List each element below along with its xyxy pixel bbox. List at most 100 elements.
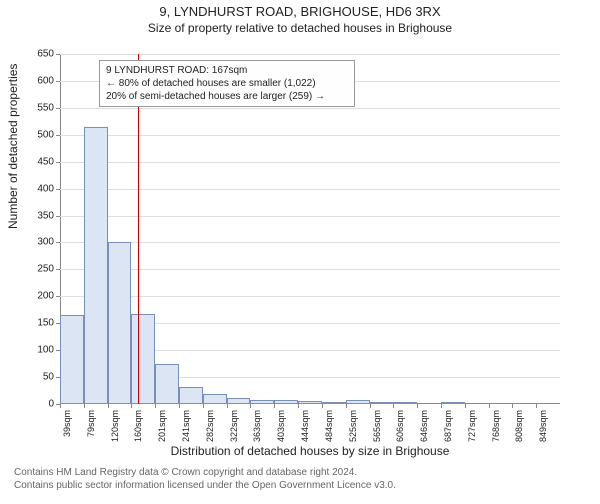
- gridline: [60, 54, 560, 55]
- y-tick-mark: [56, 216, 60, 217]
- info-box: 9 LYNDHURST ROAD: 167sqm← 80% of detache…: [99, 60, 355, 107]
- y-tick-label: 300: [37, 237, 54, 248]
- histogram-bar: [155, 364, 179, 404]
- histogram-bar: [60, 315, 84, 404]
- x-tick-label: 403sqm: [276, 410, 286, 450]
- x-tick-label: 39sqm: [62, 410, 72, 450]
- histogram-bar: [298, 401, 322, 404]
- x-tick-label: 160sqm: [133, 410, 143, 450]
- gridline: [60, 135, 560, 136]
- histogram-bar: [393, 402, 417, 404]
- gridline: [60, 242, 560, 243]
- x-tick-label: 646sqm: [419, 410, 429, 450]
- info-line-3: 20% of semi-detached houses are larger (…: [106, 90, 348, 103]
- y-tick-label: 650: [37, 49, 54, 60]
- x-tick-label: 484sqm: [324, 410, 334, 450]
- gridline: [60, 269, 560, 270]
- y-tick-mark: [56, 81, 60, 82]
- y-tick-label: 200: [37, 291, 54, 302]
- y-tick-label: 50: [43, 372, 54, 383]
- y-tick-label: 550: [37, 102, 54, 113]
- x-tick-mark: [322, 404, 323, 408]
- x-tick-label: 565sqm: [372, 410, 382, 450]
- x-tick-label: 606sqm: [395, 410, 405, 450]
- x-tick-mark: [346, 404, 347, 408]
- x-tick-mark: [60, 404, 61, 408]
- x-tick-label: 808sqm: [514, 410, 524, 450]
- chart-subtitle: Size of property relative to detached ho…: [0, 21, 600, 35]
- x-tick-mark: [298, 404, 299, 408]
- footer-line-2: Contains public sector information licen…: [14, 479, 396, 492]
- y-tick-label: 0: [48, 399, 54, 410]
- y-tick-label: 500: [37, 129, 54, 140]
- x-tick-label: 525sqm: [348, 410, 358, 450]
- x-tick-label: 201sqm: [157, 410, 167, 450]
- y-tick-mark: [56, 162, 60, 163]
- x-tick-label: 282sqm: [205, 410, 215, 450]
- x-tick-mark: [536, 404, 537, 408]
- footer-line-1: Contains HM Land Registry data © Crown c…: [14, 466, 396, 479]
- y-tick-label: 450: [37, 156, 54, 167]
- histogram-bar: [346, 400, 370, 404]
- gridline: [60, 216, 560, 217]
- histogram-bar: [131, 314, 155, 404]
- x-tick-label: 727sqm: [467, 410, 477, 450]
- info-line-1: 9 LYNDHURST ROAD: 167sqm: [106, 64, 348, 77]
- x-tick-mark: [441, 404, 442, 408]
- gridline: [60, 189, 560, 190]
- x-tick-label: 849sqm: [538, 410, 548, 450]
- x-tick-mark: [393, 404, 394, 408]
- y-tick-mark: [56, 296, 60, 297]
- x-tick-mark: [512, 404, 513, 408]
- x-tick-label: 241sqm: [181, 410, 191, 450]
- histogram-bar: [227, 398, 251, 404]
- histogram-bar: [441, 402, 465, 404]
- histogram-bar: [274, 400, 298, 404]
- histogram-bar: [84, 127, 108, 404]
- x-tick-mark: [203, 404, 204, 408]
- x-tick-mark: [417, 404, 418, 408]
- info-line-2: ← 80% of detached houses are smaller (1,…: [106, 77, 348, 90]
- x-tick-mark: [155, 404, 156, 408]
- plot-area: 9 LYNDHURST ROAD: 167sqm← 80% of detache…: [60, 54, 560, 404]
- y-tick-label: 250: [37, 264, 54, 275]
- x-tick-mark: [84, 404, 85, 408]
- x-tick-label: 79sqm: [86, 410, 96, 450]
- y-tick-label: 100: [37, 345, 54, 356]
- y-tick-mark: [56, 242, 60, 243]
- histogram-bar: [203, 394, 227, 404]
- x-tick-label: 768sqm: [491, 410, 501, 450]
- x-tick-mark: [250, 404, 251, 408]
- y-tick-mark: [56, 189, 60, 190]
- gridline: [60, 296, 560, 297]
- histogram-bar: [322, 402, 346, 404]
- y-tick-label: 350: [37, 210, 54, 221]
- y-tick-label: 150: [37, 318, 54, 329]
- y-tick-mark: [56, 108, 60, 109]
- x-tick-mark: [274, 404, 275, 408]
- gridline: [60, 162, 560, 163]
- histogram-bar: [108, 242, 132, 404]
- x-tick-label: 444sqm: [300, 410, 310, 450]
- gridline: [60, 108, 560, 109]
- histogram-bar: [370, 402, 394, 404]
- y-axis-label: Number of detached properties: [6, 64, 20, 229]
- x-tick-mark: [179, 404, 180, 408]
- chart-title: 9, LYNDHURST ROAD, BRIGHOUSE, HD6 3RX: [0, 4, 600, 19]
- y-tick-mark: [56, 135, 60, 136]
- x-tick-mark: [489, 404, 490, 408]
- x-tick-mark: [108, 404, 109, 408]
- histogram-bar: [179, 387, 203, 404]
- y-tick-label: 600: [37, 75, 54, 86]
- y-tick-mark: [56, 269, 60, 270]
- x-tick-mark: [370, 404, 371, 408]
- x-tick-mark: [227, 404, 228, 408]
- y-tick-label: 400: [37, 183, 54, 194]
- x-tick-label: 120sqm: [110, 410, 120, 450]
- x-tick-label: 687sqm: [443, 410, 453, 450]
- footer-attribution: Contains HM Land Registry data © Crown c…: [14, 466, 396, 492]
- x-tick-mark: [131, 404, 132, 408]
- y-tick-mark: [56, 54, 60, 55]
- x-tick-label: 322sqm: [229, 410, 239, 450]
- histogram-bar: [250, 400, 274, 404]
